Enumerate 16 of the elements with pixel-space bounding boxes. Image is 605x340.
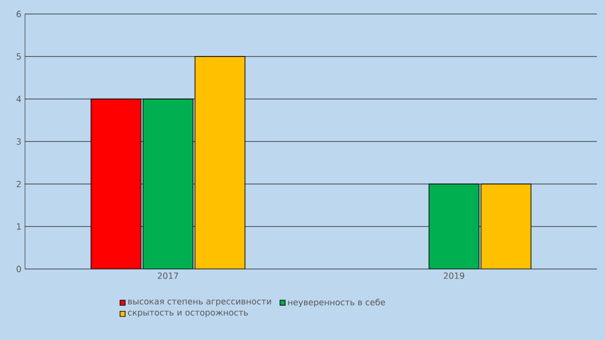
x-tick-label: 2017 [158,272,178,279]
legend-label: скрытость и осторожность [128,310,248,318]
y-tick-label: 4 [16,96,22,102]
y-tick-label: 5 [16,53,21,60]
legend-label: высокая степень агрессивности [128,300,271,306]
y-tick-label: 2 [16,180,21,188]
bar [194,56,246,269]
bar [480,184,532,269]
y-tick-label: 6 [16,10,21,18]
y-tick-label: 1 [17,223,21,230]
bar [428,184,480,269]
legend-label: неуверенность в себе [288,298,386,308]
y-tick-label: 0 [16,266,21,272]
x-tick-label: 2019 [444,272,464,279]
y-tick-label: 3 [16,138,21,145]
bar [142,98,194,269]
